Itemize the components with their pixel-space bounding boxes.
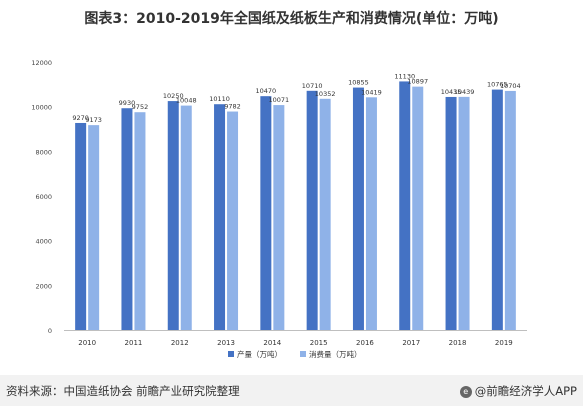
data-label-consumption: 10048 xyxy=(176,97,197,105)
x-tick-label: 2010 xyxy=(78,339,96,347)
data-label-production: 10710 xyxy=(302,82,323,90)
bar-consumption xyxy=(227,111,239,330)
y-tick-label: 8000 xyxy=(35,148,52,156)
data-label-production: 10435 xyxy=(441,88,462,96)
bar-production xyxy=(214,104,226,331)
bar-production xyxy=(260,96,272,330)
bar-production xyxy=(121,108,133,330)
y-tick-label: 4000 xyxy=(35,238,52,246)
legend-swatch xyxy=(300,351,306,357)
y-tick-label: 10000 xyxy=(31,104,52,112)
data-label-consumption: 10419 xyxy=(361,88,382,96)
data-label-consumption: 10071 xyxy=(269,96,290,104)
data-label-production: 10250 xyxy=(163,92,184,100)
footer: 资料来源：中国造纸协会 前瞻产业研究院整理 e @前瞻经济学人APP xyxy=(0,375,583,406)
legend-swatch xyxy=(228,351,234,357)
legend-label: 产量（万吨） xyxy=(237,349,282,359)
bar-production xyxy=(352,87,364,331)
y-tick-label: 6000 xyxy=(35,193,52,201)
bar-consumption xyxy=(458,96,470,330)
bar-production xyxy=(75,122,87,330)
chart-title: 图表3：2010-2019年全国纸及纸板生产和消费情况(单位：万吨) xyxy=(84,11,499,27)
brand-mark: e @前瞻经济学人APP xyxy=(459,383,577,399)
data-label-consumption: 10439 xyxy=(454,88,475,96)
data-label-production: 10110 xyxy=(209,95,230,103)
bar-consumption xyxy=(180,105,192,330)
x-tick-label: 2018 xyxy=(449,339,467,347)
y-tick-label: 12000 xyxy=(31,59,52,67)
legend-label: 消费量（万吨） xyxy=(309,349,362,359)
bar-production xyxy=(445,96,457,331)
data-label-consumption: 9752 xyxy=(132,103,149,111)
brand-logo-icon: e xyxy=(459,385,472,398)
data-label-production: 10765 xyxy=(487,81,508,89)
bar-production xyxy=(399,81,411,331)
bar-consumption xyxy=(365,97,377,331)
x-tick-label: 2013 xyxy=(217,339,235,347)
y-tick-label: 2000 xyxy=(35,282,52,290)
brand-label: @前瞻经济学人APP xyxy=(474,384,577,398)
x-tick-label: 2015 xyxy=(310,339,328,347)
data-label-consumption: 9782 xyxy=(224,103,241,111)
bar-consumption xyxy=(88,125,100,331)
bar-consumption xyxy=(504,90,516,330)
x-tick-label: 2016 xyxy=(356,339,374,347)
bar-consumption xyxy=(273,105,285,331)
bar-production xyxy=(167,101,179,330)
bar-consumption xyxy=(412,86,424,330)
bar-production xyxy=(491,89,503,330)
x-tick-label: 2017 xyxy=(402,339,420,347)
y-tick-label: 0 xyxy=(48,327,52,335)
data-label-production: 9270 xyxy=(72,114,89,122)
x-tick-label: 2014 xyxy=(263,339,281,347)
bar-consumption xyxy=(134,112,146,331)
data-label-production: 10855 xyxy=(348,79,369,87)
data-label-production: 11130 xyxy=(394,72,415,80)
bar-production xyxy=(306,90,318,330)
x-tick-label: 2012 xyxy=(171,339,189,347)
data-label-consumption: 10352 xyxy=(315,90,336,98)
bar-consumption xyxy=(319,98,331,331)
source-note: 资料来源：中国造纸协会 前瞻产业研究院整理 xyxy=(6,384,240,398)
data-label-consumption: 10897 xyxy=(407,78,428,86)
data-label-consumption: 10704 xyxy=(500,82,521,90)
x-tick-label: 2019 xyxy=(495,339,513,347)
x-tick-label: 2011 xyxy=(125,339,143,347)
data-label-production: 10470 xyxy=(256,87,277,95)
data-label-consumption: 9173 xyxy=(85,116,102,124)
data-label-production: 9930 xyxy=(119,99,136,107)
